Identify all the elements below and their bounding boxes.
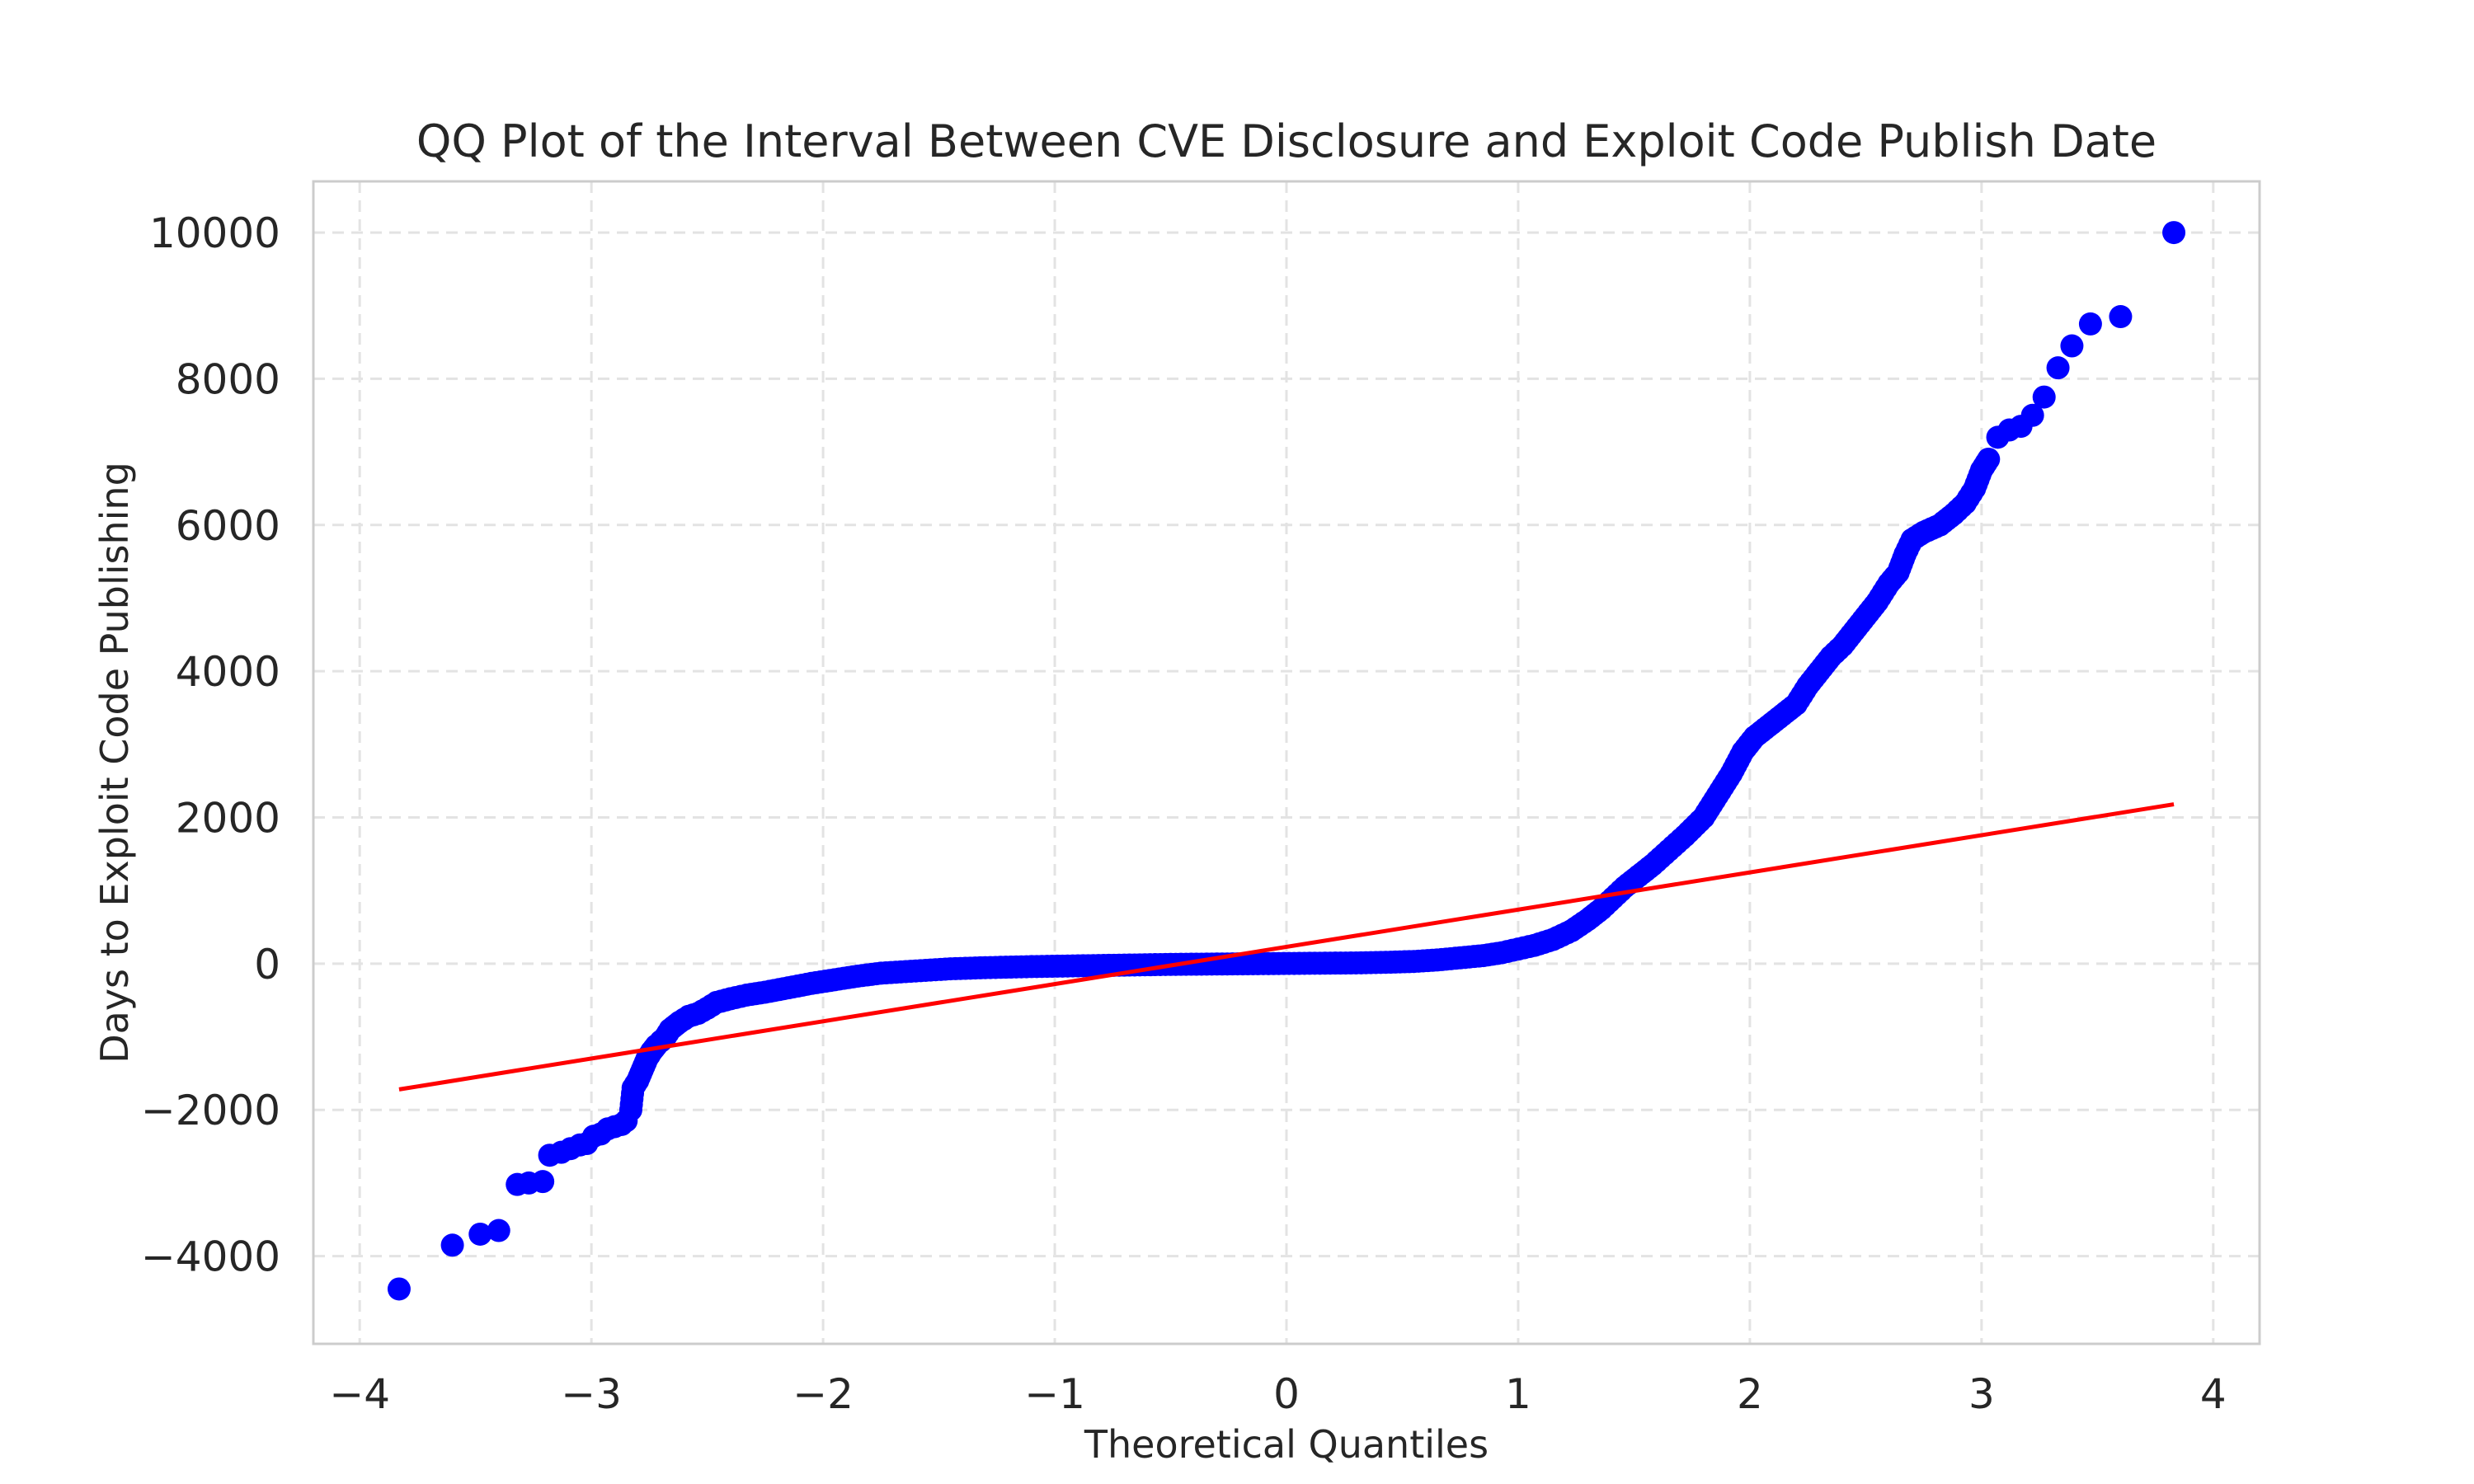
data-point	[531, 1170, 555, 1194]
data-point	[2032, 385, 2056, 409]
data-point	[440, 1233, 464, 1257]
y-tick-label: 6000	[176, 502, 280, 550]
data-point	[2109, 305, 2133, 329]
x-tick-label: −3	[561, 1370, 622, 1418]
y-axis-label: Days to Exploit Code Publishing	[92, 462, 137, 1064]
data-point	[2162, 221, 2186, 245]
y-tick-label: 10000	[149, 209, 280, 257]
y-tick-label: −4000	[141, 1233, 280, 1281]
y-tick-label: −2000	[141, 1087, 280, 1134]
x-tick-labels: −4 −3 −2 −1 0 1 2 3 4	[329, 1370, 2226, 1418]
data-point	[2078, 312, 2102, 336]
x-tick-label: 3	[1968, 1370, 1995, 1418]
plot-frame	[312, 180, 2261, 1345]
x-tick-label: 2	[1737, 1370, 1763, 1418]
fit-line-segment	[398, 802, 2175, 1092]
y-tick-label: 0	[254, 941, 280, 989]
data-points	[387, 221, 2186, 1301]
data-point	[1974, 451, 1998, 475]
y-tick-labels: −4000 −2000 0 2000 4000 6000 8000 10000	[141, 209, 280, 1281]
x-tick-label: 1	[1505, 1370, 1531, 1418]
data-point	[387, 1277, 411, 1301]
y-tick-label: 8000	[176, 355, 280, 403]
data-point	[2060, 334, 2084, 358]
x-tick-label: 0	[1273, 1370, 1300, 1418]
data-point	[487, 1219, 510, 1242]
data-point	[2020, 403, 2044, 427]
fit-line	[398, 802, 2175, 1092]
y-tick-label: 2000	[176, 795, 280, 843]
data-point	[2046, 356, 2070, 380]
chart-title: QQ Plot of the Interval Between CVE Disc…	[416, 115, 2157, 167]
x-tick-label: 4	[2200, 1370, 2227, 1418]
x-tick-label: −2	[793, 1370, 854, 1418]
data-point	[468, 1222, 492, 1246]
x-tick-label: −1	[1024, 1370, 1085, 1418]
x-tick-label: −4	[329, 1370, 390, 1418]
y-tick-label: 4000	[176, 648, 280, 696]
x-axis-label: Theoretical Quantiles	[1084, 1422, 1489, 1467]
